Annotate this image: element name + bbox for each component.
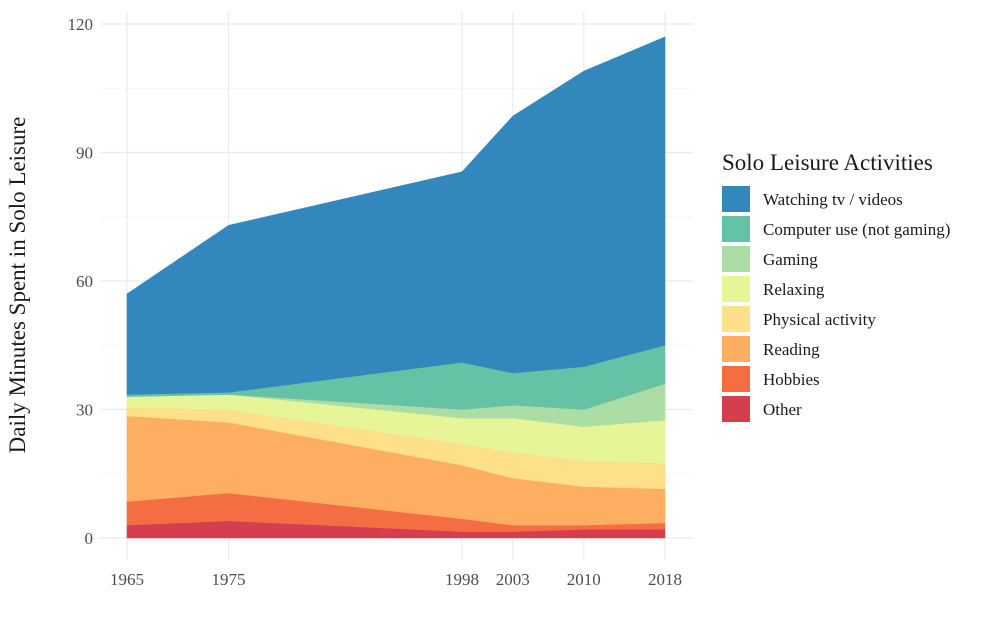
area-layer <box>126 36 666 539</box>
legend-swatch-computer-use-not-gaming <box>722 216 750 242</box>
legend-label-watching-tv-videos: Watching tv / videos <box>763 190 903 209</box>
legend: Solo Leisure Activities Watching tv / vi… <box>722 150 950 422</box>
legend-label-computer-use-not-gaming: Computer use (not gaming) <box>763 220 950 239</box>
legend-label-other: Other <box>763 400 802 419</box>
y-axis-label: Daily Minutes Spent in Solo Leisure <box>5 117 30 454</box>
legend-swatch-watching-tv-videos <box>722 186 750 212</box>
legend-label-hobbies: Hobbies <box>763 370 820 389</box>
y-tick-label: 60 <box>76 272 93 291</box>
legend-swatch-other <box>722 396 750 422</box>
legend-swatch-physical-activity <box>722 306 750 332</box>
legend-label-physical-activity: Physical activity <box>763 310 876 329</box>
legend-swatch-reading <box>722 336 750 362</box>
y-tick-label: 120 <box>68 15 94 34</box>
x-tick-label: 1998 <box>445 570 479 589</box>
legend-label-relaxing: Relaxing <box>763 280 825 299</box>
area-watching-tv-videos <box>126 36 666 395</box>
x-tick-label: 2010 <box>567 570 601 589</box>
legend-title: Solo Leisure Activities <box>722 150 933 175</box>
y-tick-label: 90 <box>76 144 93 163</box>
axis-layer: 0 30 60 90 120 1965 1975 1998 2003 2010 2018 <box>68 15 683 589</box>
y-tick-label: 30 <box>76 401 93 420</box>
legend-label-gaming: Gaming <box>763 250 818 269</box>
x-tick-label: 1975 <box>212 570 246 589</box>
legend-swatch-gaming <box>722 246 750 272</box>
legend-swatch-hobbies <box>722 366 750 392</box>
x-tick-label: 1965 <box>110 570 144 589</box>
y-tick-label: 0 <box>85 529 94 548</box>
legend-swatch-relaxing <box>722 276 750 302</box>
x-tick-label: 2018 <box>648 570 682 589</box>
x-tick-label: 2003 <box>496 570 530 589</box>
legend-label-reading: Reading <box>763 340 820 359</box>
